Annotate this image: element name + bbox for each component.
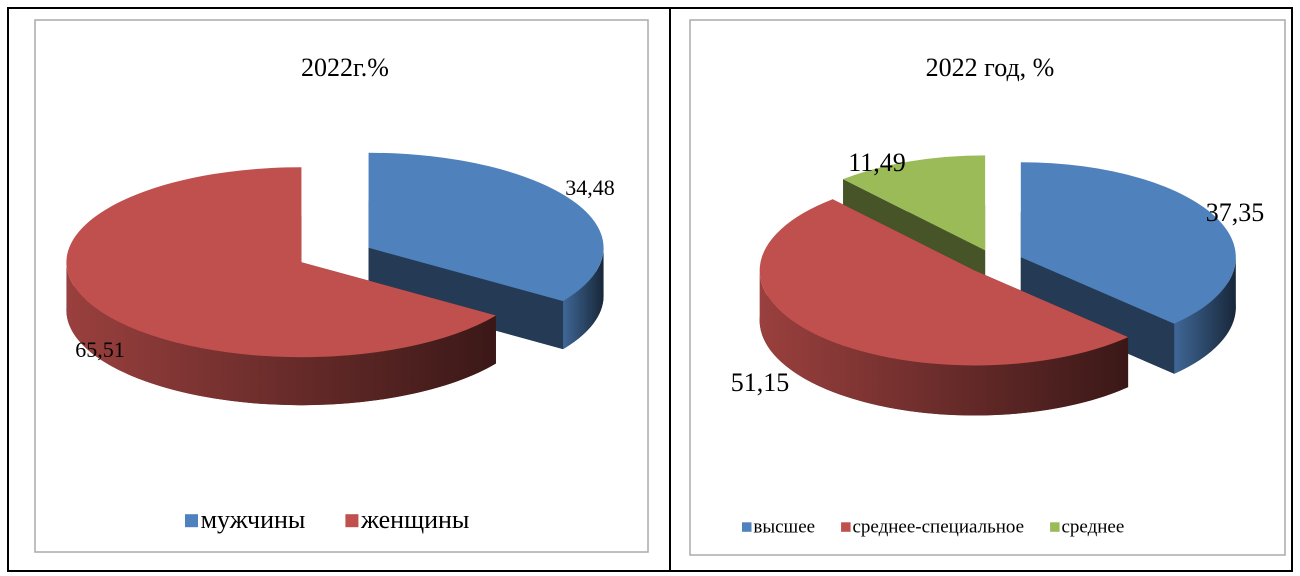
- slice-top: [759, 199, 1129, 366]
- legend-label: мужчины: [201, 505, 306, 534]
- data-label: 65,51: [75, 337, 125, 362]
- legend-swatch: [345, 514, 359, 528]
- slice-top: [368, 152, 604, 302]
- pie-slice: [759, 199, 1129, 416]
- legend-swatch: [742, 522, 752, 532]
- legend-label: высшее: [753, 516, 815, 537]
- legend-swatch: [185, 514, 198, 528]
- outer-frame: [7, 7, 1293, 572]
- chart-title: 2022г.%: [301, 53, 389, 82]
- slice-rim: [759, 270, 1129, 416]
- data-label: 51,15: [731, 368, 790, 397]
- slice-top: [66, 167, 496, 358]
- data-label: 37,35: [1206, 198, 1265, 227]
- pie-slice: [1020, 162, 1236, 374]
- slice-rim: [1174, 257, 1236, 374]
- legend-swatch: [1050, 522, 1060, 532]
- slice-side: [1020, 257, 1175, 374]
- data-label: 11,49: [848, 148, 906, 177]
- data-label: 34,48: [565, 175, 615, 200]
- pie-slice: [66, 167, 496, 406]
- slice-top: [1020, 162, 1236, 324]
- slice-rim: [66, 262, 496, 406]
- slice-top: [843, 155, 986, 251]
- chart-title: 2022 год, %: [926, 53, 1055, 82]
- legend-label: женщины: [360, 505, 469, 534]
- slice-rim: [563, 247, 604, 350]
- slice-side: [368, 247, 564, 350]
- legend-swatch: [841, 522, 851, 532]
- pie-slice: [368, 152, 604, 350]
- legend-label: среднее: [1061, 516, 1124, 537]
- legend-label: среднее-специальное: [852, 516, 1024, 537]
